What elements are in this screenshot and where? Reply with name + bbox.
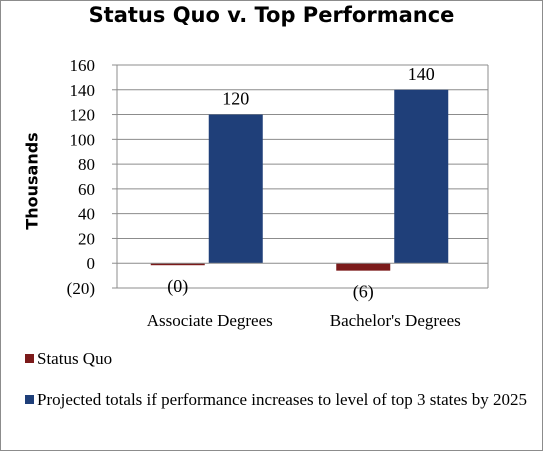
legend-entry-status-quo: Status Quo (25, 348, 530, 369)
data-label-bachelor-s-degrees-0: (6) (353, 282, 374, 303)
data-label-associate-degrees-0: (0) (167, 276, 188, 297)
y-tick-label-120: 120 (70, 106, 96, 125)
data-label-associate-degrees-1: 120 (222, 89, 249, 109)
legend-label-status-quo: Status Quo (37, 349, 113, 368)
y-tick-label-160: 160 (70, 56, 96, 75)
y-tick-label-140: 140 (70, 81, 96, 100)
chart-title: Status Quo v. Top Performance (88, 3, 455, 27)
y-tick-label-20: (20) (67, 279, 95, 298)
legend-label-projected: Projected totals if performance increase… (37, 390, 528, 409)
bar-projected-totals-if-perf-bachelor-s-degrees (394, 89, 449, 264)
data-label-bachelor-s-degrees-1: 140 (408, 64, 435, 84)
bar-status-quo-associate-degrees (150, 263, 205, 266)
y-tick-label-20: 20 (78, 229, 95, 248)
y-tick-label-80: 80 (78, 155, 95, 174)
y-tick-label-0: 0 (87, 254, 96, 273)
legend-swatch-status-quo (25, 354, 34, 363)
bar-projected-totals-if-perf-associate-degrees (208, 114, 263, 264)
legend-swatch-projected (25, 395, 34, 404)
y-tick-label-100: 100 (70, 130, 96, 149)
y-tick-label-60: 60 (78, 180, 95, 199)
legend-entry-projected: Projected totals if performance increase… (25, 389, 530, 410)
y-tick-label-40: 40 (78, 205, 95, 224)
x-category-label-associate-degrees: Associate Degrees (147, 311, 273, 330)
bar-status-quo-bachelor-s-degrees (336, 263, 391, 271)
x-category-label-bachelor-s-degrees: Bachelor's Degrees (330, 311, 461, 330)
legend: Status Quo Projected totals if performan… (25, 348, 530, 430)
